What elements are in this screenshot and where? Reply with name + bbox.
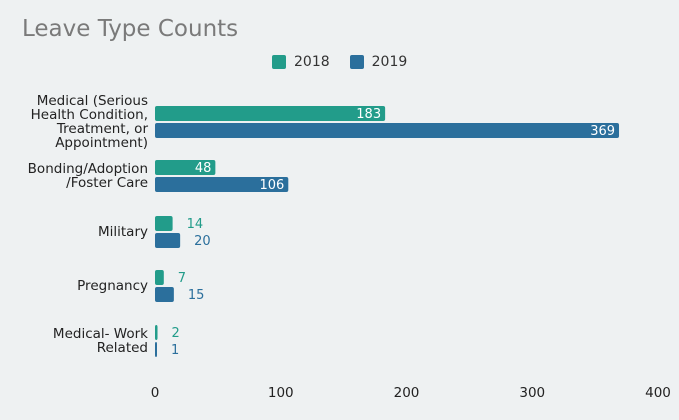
bar-2019 <box>155 177 289 192</box>
x-tick-label: 200 <box>394 385 420 401</box>
category-label: Bonding/Adoption/Foster Care <box>28 161 148 191</box>
bar-2019 <box>155 233 181 248</box>
category-label-line: Military <box>98 224 148 240</box>
legend-label-2018: 2018 <box>294 54 330 70</box>
data-label: 106 <box>259 178 284 193</box>
category-label: Medical (Serious Health Condition, Treatme… <box>31 93 149 151</box>
data-label: 48 <box>195 161 212 176</box>
data-label: 183 <box>356 107 381 122</box>
data-label: 20 <box>194 234 211 249</box>
legend-item-2018[interactable]: 2018 <box>272 54 330 70</box>
bar-2018 <box>155 106 386 121</box>
x-tick-label: 0 <box>151 385 160 401</box>
bar-2018 <box>155 270 164 285</box>
data-label: 7 <box>178 271 186 286</box>
category-label-line: Pregnancy <box>77 278 148 294</box>
category-label-line: Treatment, or <box>56 121 149 137</box>
category-label-line: Appointment) <box>55 135 148 151</box>
x-tick-label: 100 <box>268 385 294 401</box>
legend: 2018 2019 <box>272 54 407 70</box>
category-label-line: Medical- Work <box>53 326 148 342</box>
legend-item-2019[interactable]: 2019 <box>349 54 408 70</box>
legend-label-2019: 2019 <box>371 54 408 70</box>
category-label-line: Medical (Serious <box>37 93 148 109</box>
chart-title: Leave Type Counts <box>22 16 239 42</box>
category-label: Pregnancy <box>77 278 148 294</box>
bar-2018 <box>155 160 216 175</box>
x-tick-label: 300 <box>519 385 545 401</box>
category-label: Military <box>98 224 148 240</box>
legend-swatch-2019 <box>349 55 364 69</box>
data-label: 1 <box>171 343 179 358</box>
category-label-line: /Foster Care <box>66 175 148 191</box>
data-label: 15 <box>188 288 205 303</box>
category-label-line: Related <box>97 340 148 356</box>
data-label: 2 <box>172 326 180 341</box>
x-tick-label: 400 <box>645 385 671 401</box>
data-label: 14 <box>187 217 204 232</box>
category-label: Medical- Work Related <box>53 326 148 356</box>
bar-2019 <box>155 342 157 357</box>
bar-2019 <box>155 123 620 138</box>
bar-2019 <box>155 287 174 302</box>
bar-2018 <box>155 216 173 231</box>
bar-2018 <box>155 325 158 340</box>
category-label-line: Bonding/Adoption <box>28 161 148 177</box>
category-label-line: Health Condition, <box>31 107 148 123</box>
legend-swatch-2018 <box>272 55 286 69</box>
data-label: 369 <box>590 124 615 139</box>
